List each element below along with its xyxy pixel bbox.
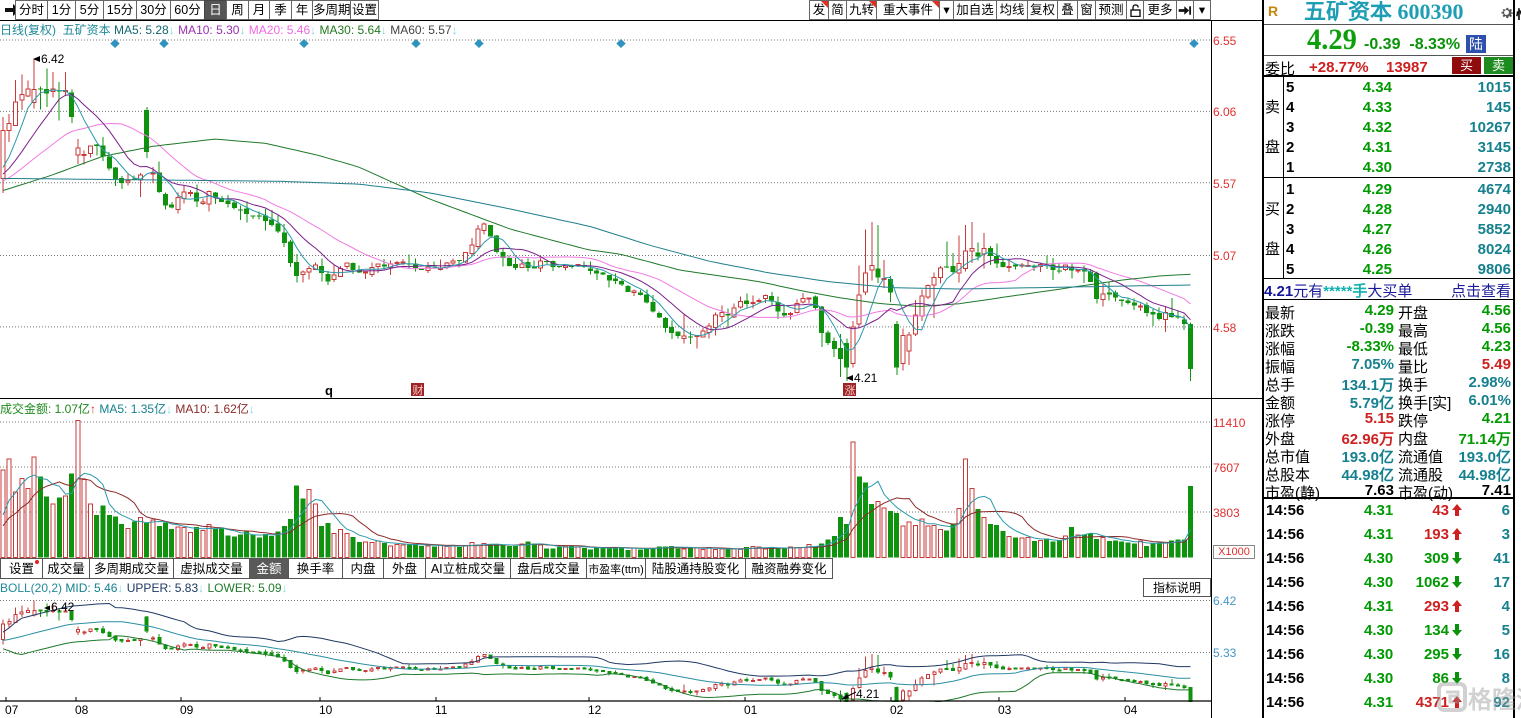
svg-text:格隆汇: 格隆汇 [1468,686,1521,714]
svg-text:财: 财 [413,383,424,397]
svg-text:6.42: 6.42 [51,600,75,614]
svg-text:涨: 涨 [845,384,856,397]
svg-text:6.42: 6.42 [41,52,65,66]
svg-text:4.21: 4.21 [856,687,880,701]
svg-text:4.21: 4.21 [854,371,878,385]
svg-text:q: q [325,383,333,398]
